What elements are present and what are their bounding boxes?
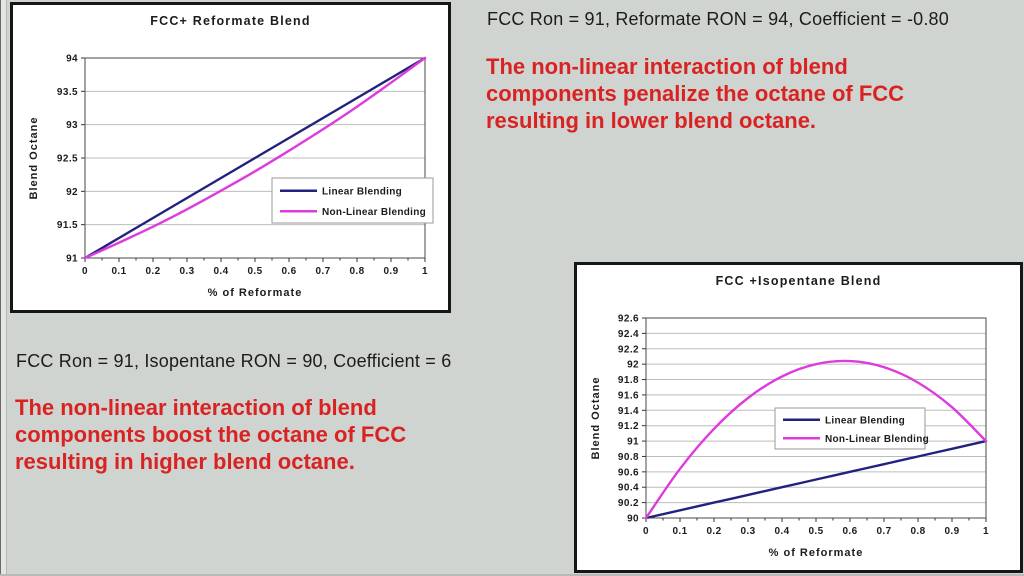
svg-text:0.2: 0.2 (145, 266, 160, 277)
svg-text:0.4: 0.4 (213, 266, 228, 277)
isopentane-blend-chart: FCC +Isopentane Blend 90 90.2 90.4 90.6 90.8 9… (574, 262, 1023, 573)
slide-left-edge (0, 0, 7, 576)
svg-text:0.7: 0.7 (315, 266, 330, 277)
note-line: components boost the octane of FCC (15, 422, 407, 447)
chart-title: FCC +Isopentane Blend (716, 274, 882, 288)
y-axis: 90 90.2 90.4 90.6 90.8 91 91.2 91.4 91.6 91.8 92 92… (618, 314, 986, 525)
note-line: resulting in lower blend octane. (486, 108, 817, 133)
svg-text:0.9: 0.9 (383, 266, 398, 277)
reformate-blend-chart: FCC+ Reformate Blend 91 91.5 92 92.5 93 93.5 94… (10, 2, 451, 313)
reformate-note-text: The non-linear interaction of blend comp… (486, 53, 904, 134)
svg-text:91: 91 (66, 254, 78, 265)
series-linear-blending (83, 56, 427, 260)
slide-bottom-edge (0, 574, 1024, 576)
svg-text:0.5: 0.5 (247, 266, 262, 277)
svg-text:91.4: 91.4 (618, 406, 639, 417)
x-axis-title: % of Reformate (769, 547, 864, 559)
note-line: components penalize the octane of FCC (486, 81, 905, 106)
svg-text:91.2: 91.2 (618, 421, 639, 432)
svg-text:91: 91 (627, 437, 639, 448)
svg-text:90.8: 90.8 (618, 452, 639, 463)
svg-text:0: 0 (82, 266, 88, 277)
svg-text:91.6: 91.6 (618, 390, 639, 401)
svg-text:0.2: 0.2 (706, 526, 721, 537)
svg-text:1: 1 (422, 266, 428, 277)
svg-text:91.5: 91.5 (57, 220, 78, 231)
isopentane-note-text: The non-linear interaction of blend comp… (15, 394, 406, 475)
svg-text:94: 94 (66, 54, 78, 65)
svg-text:0.8: 0.8 (910, 526, 925, 537)
note-line: The non-linear interaction of blend (486, 54, 848, 79)
svg-text:0.7: 0.7 (876, 526, 891, 537)
svg-text:0.1: 0.1 (672, 526, 687, 537)
fcc-isopentane-blend-svg: FCC +Isopentane Blend9090.290.490.690.89… (590, 274, 989, 559)
svg-text:0.9: 0.9 (944, 526, 959, 537)
svg-text:92.4: 92.4 (618, 329, 639, 340)
reformate-params-text: FCC Ron = 91, Reformate RON = 94, Coeffi… (487, 9, 949, 29)
note-line: resulting in higher blend octane. (15, 449, 355, 474)
svg-text:90.4: 90.4 (618, 483, 639, 494)
svg-text:92: 92 (66, 187, 78, 198)
svg-text:90: 90 (627, 514, 639, 525)
y-axis-title: Blend Octane (590, 377, 602, 460)
x-axis-title: % of Reformate (208, 287, 303, 299)
svg-text:1: 1 (983, 526, 989, 537)
svg-text:0.6: 0.6 (842, 526, 857, 537)
svg-text:92.2: 92.2 (618, 344, 639, 355)
svg-text:0.8: 0.8 (349, 266, 364, 277)
svg-text:0.3: 0.3 (740, 526, 755, 537)
svg-text:Non-Linear Blending: Non-Linear Blending (322, 207, 426, 218)
svg-text:92.6: 92.6 (618, 314, 639, 325)
legend: Linear Blending Non-Linear Blending (271, 177, 434, 224)
chart-title: FCC+ Reformate Blend (150, 14, 310, 28)
y-axis: 91 91.5 92 92.5 93 93.5 94 (57, 54, 425, 265)
svg-text:Linear Blending: Linear Blending (825, 415, 905, 426)
svg-text:93: 93 (66, 120, 78, 131)
svg-text:91.8: 91.8 (618, 375, 639, 386)
isopentane-params-text: FCC Ron = 91, Isopentane RON = 90, Coeff… (16, 351, 452, 371)
svg-text:0.5: 0.5 (808, 526, 823, 537)
x-axis: 0 0.1 0.2 0.3 0.4 0.5 0.6 0.7 0.8 0.9 1 (643, 518, 989, 537)
svg-text:92.5: 92.5 (57, 154, 78, 165)
series-non-linear-blending (83, 56, 427, 260)
note-line: The non-linear interaction of blend (15, 395, 377, 420)
svg-text:0.3: 0.3 (179, 266, 194, 277)
x-axis: 0 0.1 0.2 0.3 0.4 0.5 0.6 0.7 0.8 0.9 1 (82, 258, 428, 277)
svg-text:0.1: 0.1 (111, 266, 126, 277)
y-axis-title: Blend Octane (28, 117, 40, 200)
svg-text:0.6: 0.6 (281, 266, 296, 277)
svg-text:92: 92 (627, 360, 639, 371)
svg-text:Non-Linear Blending: Non-Linear Blending (825, 434, 929, 445)
svg-text:90.2: 90.2 (618, 498, 639, 509)
svg-text:Linear Blending: Linear Blending (322, 186, 402, 197)
series-non-linear-blending (644, 359, 988, 520)
series-linear-blending (644, 439, 988, 520)
svg-text:0: 0 (643, 526, 649, 537)
legend: Linear Blending Non-Linear Blending (774, 407, 929, 450)
svg-text:0.4: 0.4 (774, 526, 789, 537)
fcc-reformate-blend-svg: FCC+ Reformate Blend 91 91.5 92 92.5 93 93.5 94… (28, 14, 434, 299)
svg-text:93.5: 93.5 (57, 87, 78, 98)
svg-text:90.6: 90.6 (618, 467, 639, 478)
